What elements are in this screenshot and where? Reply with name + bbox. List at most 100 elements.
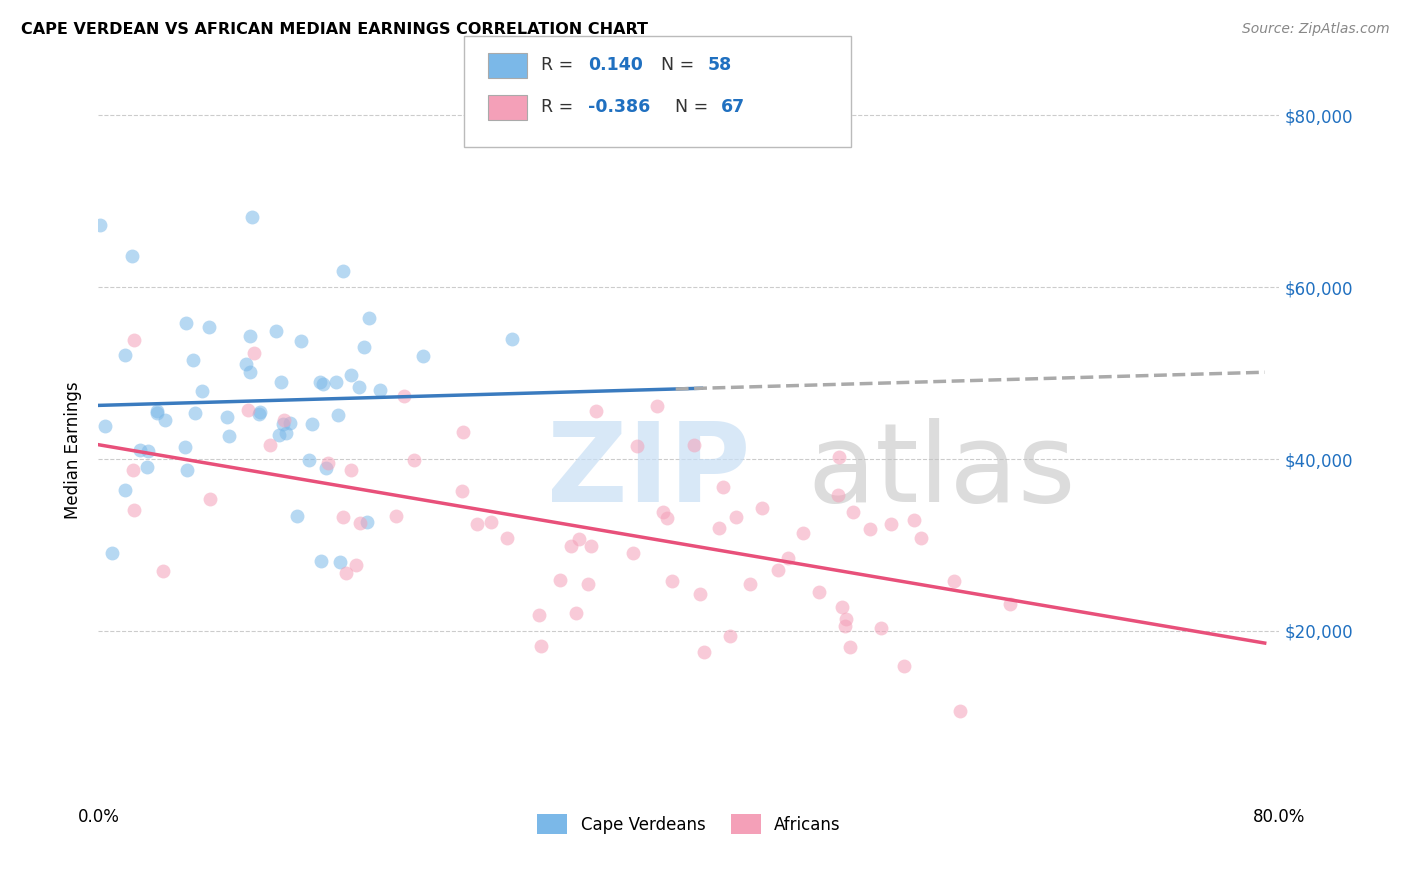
Point bbox=[359, 311, 381, 326]
Point bbox=[325, 375, 347, 389]
Point bbox=[239, 365, 262, 379]
Point bbox=[146, 406, 169, 420]
Point bbox=[181, 353, 204, 368]
Point bbox=[529, 608, 551, 623]
Point bbox=[101, 546, 124, 560]
Point bbox=[332, 509, 354, 524]
Point bbox=[682, 438, 704, 452]
Text: 58: 58 bbox=[707, 56, 731, 74]
Point bbox=[766, 563, 789, 577]
Point bbox=[215, 410, 238, 425]
Point bbox=[621, 546, 644, 560]
Text: atlas: atlas bbox=[807, 418, 1076, 525]
Point bbox=[197, 320, 219, 334]
Point bbox=[340, 463, 363, 477]
Point bbox=[707, 520, 730, 534]
Point bbox=[218, 429, 240, 443]
Text: N =: N = bbox=[661, 56, 700, 74]
Point bbox=[301, 417, 323, 432]
Point bbox=[404, 452, 426, 467]
Point bbox=[249, 405, 271, 419]
Point bbox=[693, 645, 716, 659]
Point bbox=[273, 417, 295, 431]
Point bbox=[651, 505, 673, 519]
Point bbox=[269, 428, 291, 442]
Point bbox=[315, 461, 337, 475]
Point bbox=[235, 357, 257, 371]
Point bbox=[880, 516, 903, 531]
Point bbox=[560, 539, 582, 553]
Point bbox=[238, 403, 260, 417]
Point bbox=[274, 426, 297, 441]
Point bbox=[834, 618, 856, 632]
Point bbox=[859, 522, 882, 536]
Point bbox=[121, 249, 143, 263]
Point bbox=[335, 566, 357, 581]
Point bbox=[344, 558, 367, 572]
Point bbox=[316, 456, 339, 470]
Point bbox=[834, 612, 856, 626]
Point bbox=[183, 406, 205, 420]
Point bbox=[332, 264, 354, 278]
Point bbox=[356, 515, 378, 529]
Point bbox=[242, 210, 264, 224]
Point bbox=[451, 425, 474, 440]
Point bbox=[578, 577, 600, 591]
Point bbox=[626, 439, 648, 453]
Point bbox=[122, 333, 145, 347]
Point bbox=[808, 585, 831, 599]
Point bbox=[903, 513, 925, 527]
Point bbox=[308, 375, 330, 389]
Point bbox=[949, 704, 972, 718]
Point bbox=[200, 492, 222, 507]
Point bbox=[121, 463, 143, 477]
Point bbox=[153, 413, 176, 427]
Point bbox=[328, 408, 350, 422]
Point bbox=[479, 515, 502, 529]
Point bbox=[841, 505, 863, 519]
Text: Source: ZipAtlas.com: Source: ZipAtlas.com bbox=[1241, 22, 1389, 37]
Point bbox=[776, 550, 799, 565]
Point bbox=[239, 329, 262, 343]
Point bbox=[93, 419, 115, 434]
Text: 0.140: 0.140 bbox=[588, 56, 643, 74]
Point bbox=[368, 383, 391, 397]
Point bbox=[568, 533, 591, 547]
Text: R =: R = bbox=[541, 56, 579, 74]
Text: 67: 67 bbox=[721, 98, 745, 116]
Point bbox=[689, 586, 711, 600]
Point bbox=[122, 503, 145, 517]
Point bbox=[136, 460, 159, 475]
Point bbox=[942, 574, 965, 589]
Point bbox=[893, 659, 915, 673]
Point bbox=[740, 576, 762, 591]
Point bbox=[465, 517, 488, 532]
Point bbox=[173, 440, 195, 454]
Y-axis label: Median Earnings: Median Earnings bbox=[65, 382, 83, 519]
Point bbox=[718, 629, 741, 643]
Point bbox=[129, 443, 152, 458]
Point bbox=[585, 403, 607, 417]
Point bbox=[792, 525, 814, 540]
Point bbox=[287, 509, 309, 524]
Point bbox=[138, 443, 160, 458]
Point bbox=[280, 417, 302, 431]
Point bbox=[827, 488, 849, 502]
Point bbox=[655, 511, 678, 525]
Point bbox=[661, 574, 683, 588]
Text: ZIP: ZIP bbox=[547, 418, 751, 525]
Point bbox=[412, 349, 434, 363]
Point bbox=[385, 509, 408, 524]
Text: CAPE VERDEAN VS AFRICAN MEDIAN EARNINGS CORRELATION CHART: CAPE VERDEAN VS AFRICAN MEDIAN EARNINGS … bbox=[21, 22, 648, 37]
Point bbox=[312, 376, 335, 391]
Point bbox=[191, 384, 214, 399]
Text: N =: N = bbox=[675, 98, 714, 116]
Point bbox=[565, 606, 588, 620]
Point bbox=[242, 345, 264, 359]
Point bbox=[329, 555, 352, 569]
Point bbox=[751, 500, 773, 515]
Point bbox=[548, 573, 571, 587]
Point bbox=[146, 404, 169, 418]
Point bbox=[910, 531, 932, 545]
Point bbox=[114, 483, 136, 498]
